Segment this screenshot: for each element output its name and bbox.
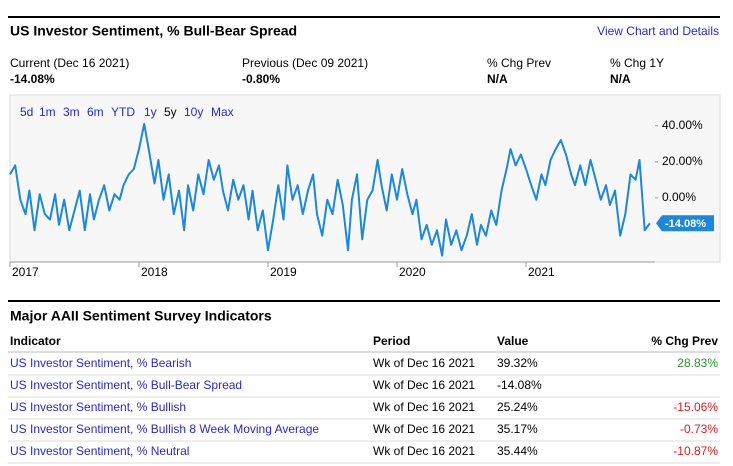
details-link[interactable]: View Chart and Details bbox=[597, 24, 719, 38]
column-header: % Chg Prev bbox=[651, 334, 718, 348]
table-cell: -14.08% bbox=[497, 378, 542, 392]
table-cell: 35.17% bbox=[497, 422, 538, 436]
range-button[interactable]: Max bbox=[211, 105, 234, 119]
table-cell: Wk of Dec 16 2021 bbox=[373, 422, 475, 436]
range-button[interactable]: 5d bbox=[20, 105, 33, 119]
y-tick-label: 20.00% bbox=[662, 154, 703, 168]
mid-rule bbox=[8, 300, 720, 302]
range-button[interactable]: 1y bbox=[144, 105, 157, 119]
table-cell: Wk of Dec 16 2021 bbox=[373, 356, 475, 370]
x-tick-label: 2020 bbox=[399, 265, 426, 279]
top-rule bbox=[8, 16, 720, 18]
table-cell: 35.44% bbox=[497, 444, 538, 458]
indicator-link[interactable]: US Investor Sentiment, % Bullish 8 Week … bbox=[10, 422, 319, 436]
last-value-flag bbox=[656, 215, 714, 232]
table-cell: Wk of Dec 16 2021 bbox=[373, 378, 475, 392]
indicator-link[interactable]: US Investor Sentiment, % Bull-Bear Sprea… bbox=[10, 378, 242, 392]
range-button[interactable]: 5y bbox=[164, 105, 177, 119]
range-button[interactable]: YTD bbox=[111, 105, 135, 119]
table-cell: 28.83% bbox=[677, 356, 718, 370]
range-button[interactable]: 1m bbox=[39, 105, 56, 119]
stat-value: N/A bbox=[487, 72, 508, 86]
stat-value: -14.08% bbox=[10, 72, 55, 86]
column-header: Period bbox=[373, 334, 410, 348]
table-cell: 25.24% bbox=[497, 400, 538, 414]
stat-value: N/A bbox=[610, 72, 631, 86]
table-cell: Wk of Dec 16 2021 bbox=[373, 444, 475, 458]
table-title: Major AAII Sentiment Survey Indicators bbox=[10, 308, 272, 324]
stat-label: Current (Dec 16 2021) bbox=[10, 56, 129, 70]
table-cell: 39.32% bbox=[497, 356, 538, 370]
y-tick-label: 0.00% bbox=[662, 190, 696, 204]
table-cell: -10.87% bbox=[673, 444, 718, 458]
table-cell: -15.06% bbox=[673, 400, 718, 414]
column-header: Value bbox=[497, 334, 529, 348]
x-tick-label: 2019 bbox=[270, 265, 297, 279]
line bbox=[9, 122, 651, 257]
range-button[interactable]: 3m bbox=[63, 105, 80, 119]
x-tick-label: 2017 bbox=[12, 265, 39, 279]
x-tick-label: 2021 bbox=[528, 265, 555, 279]
stat-label: Previous (Dec 09 2021) bbox=[242, 56, 368, 70]
stat-label: % Chg 1Y bbox=[610, 56, 664, 70]
y-tick-label: 40.00% bbox=[662, 118, 703, 132]
title: US Investor Sentiment, % Bull-Bear Sprea… bbox=[10, 23, 297, 39]
stat-label: % Chg Prev bbox=[487, 56, 551, 70]
last-value-label: -14.08% bbox=[665, 218, 706, 230]
column-header: Indicator bbox=[10, 334, 61, 348]
chart-area bbox=[9, 94, 721, 263]
indicator-link[interactable]: US Investor Sentiment, % Neutral bbox=[10, 444, 189, 458]
x-tick-label: 2018 bbox=[141, 265, 168, 279]
indicator-link[interactable]: US Investor Sentiment, % Bearish bbox=[10, 356, 191, 370]
range-button[interactable]: 10y bbox=[184, 105, 203, 119]
stat-value: -0.80% bbox=[242, 72, 280, 86]
table-cell: Wk of Dec 16 2021 bbox=[373, 400, 475, 414]
indicator-link[interactable]: US Investor Sentiment, % Bullish bbox=[10, 400, 186, 414]
table-cell: -0.73% bbox=[680, 422, 718, 436]
range-button[interactable]: 6m bbox=[87, 105, 104, 119]
